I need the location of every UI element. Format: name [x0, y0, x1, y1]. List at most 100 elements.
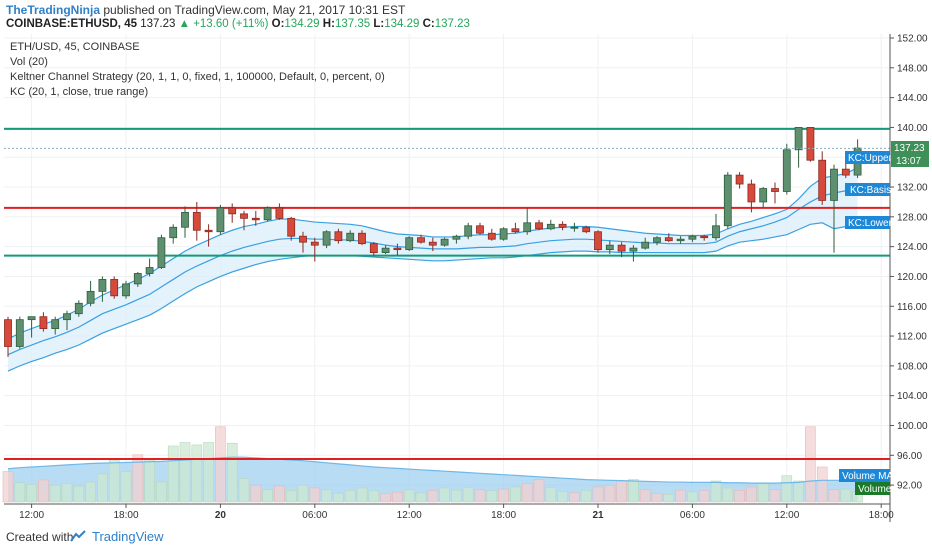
price-tick-label: 140.00 [897, 123, 928, 134]
volume-bar [710, 480, 722, 503]
legend-strategy[interactable]: Keltner Channel Strategy (20, 1, 1, 0, f… [10, 71, 385, 83]
symbol-label: COINBASE:ETHUSD, 45 [6, 18, 137, 30]
kc-upper-label: KC:Upper [848, 153, 893, 164]
price-tick-label: 96.00 [897, 451, 922, 462]
candle-body [27, 316, 36, 321]
volume-bar [321, 489, 332, 503]
volume-bar [203, 442, 214, 503]
candle-body [747, 183, 756, 203]
candle-body [417, 237, 425, 243]
kc-lower-label: KC:Lower [848, 218, 893, 229]
volume-bar [486, 490, 498, 503]
volume-bar [191, 444, 203, 503]
time-tick-label: 06:00 [680, 510, 705, 521]
volume-label: Volume [858, 484, 892, 495]
candle-body [735, 174, 744, 185]
candle-body [346, 232, 355, 242]
volume-bar [533, 479, 545, 503]
volume-bar [73, 485, 85, 503]
candle-body [818, 159, 827, 201]
price-tick-label: 148.00 [897, 63, 928, 74]
volume-bar [415, 492, 427, 503]
volume-bar [85, 481, 96, 503]
candle-body [782, 149, 791, 192]
candle-body [700, 235, 709, 239]
high-value: 137.35 [334, 18, 371, 30]
candle-body [641, 241, 650, 249]
candle-body [275, 207, 284, 219]
price-tick-label: 116.00 [897, 302, 927, 313]
volume-bar [592, 486, 604, 503]
footer-brand[interactable]: TradingView [92, 529, 164, 544]
legend-kc[interactable]: KC (20, 1, close, true range) [10, 86, 148, 98]
volume-bar [545, 486, 557, 503]
publish-info: TheTradingNinja published on TradingView… [6, 3, 405, 17]
candle-body [676, 238, 685, 242]
candle-body [204, 229, 213, 233]
volume-bar [521, 483, 533, 503]
candle-body [582, 226, 591, 233]
volume-bar [262, 489, 273, 503]
candle-body [369, 243, 378, 254]
price-tick-label: 152.00 [897, 34, 928, 45]
volume-bar [49, 484, 61, 503]
footer: Created with TradingView [0, 522, 932, 550]
countdown-value: 13:07 [896, 156, 921, 167]
time-tick-label: 18:00 [491, 510, 516, 521]
kc-lower-tag [845, 216, 890, 229]
candle-body [216, 207, 225, 233]
volume-bar [722, 487, 734, 503]
candle-body [169, 226, 178, 239]
candle-body [310, 241, 319, 246]
volume-bar [816, 466, 828, 503]
candle-body [4, 319, 12, 347]
candle-body [617, 244, 626, 252]
volume-bar [215, 426, 226, 503]
price-axis[interactable]: 92.00 96.00 100.00 104.00 108.00 112.00 116.00… [890, 34, 928, 492]
volume-bar [580, 490, 592, 503]
volume-bar [309, 487, 321, 503]
tradingview-logo-icon [70, 530, 86, 542]
price-chart[interactable]: 92.00 96.00 100.00 104.00 108.00 112.00 116.00… [0, 34, 932, 522]
candle-body [723, 174, 732, 227]
price-tag-value: 137.23 [894, 143, 925, 154]
volume-ma-tag [839, 469, 890, 482]
volume-bar [675, 489, 686, 503]
volume-bar [474, 489, 486, 503]
last-price: 137.23 [140, 18, 176, 30]
candle-body [133, 273, 142, 285]
price-tick-label: 120.00 [897, 272, 928, 283]
candle-body [74, 302, 83, 315]
volume-bar [356, 487, 368, 503]
candle-body [240, 213, 248, 219]
volume-bar [380, 492, 391, 503]
price-change: +13.60 (+11%) [193, 18, 269, 30]
volume-bar [392, 491, 403, 503]
candle-body [381, 247, 390, 254]
author-link[interactable]: TheTradingNinja [6, 3, 101, 17]
price-tick-label: 104.00 [897, 391, 928, 402]
volume-bar [746, 486, 757, 503]
candle-body [476, 225, 484, 234]
volume-bar [344, 490, 356, 503]
candle-body [499, 228, 508, 240]
time-axis[interactable]: 12:00 18:00 20 06:00 12:00 18:00 21 06:00 12:00 1… [19, 504, 894, 521]
legend-symbol[interactable]: ETH/USD, 45, COINBASE [10, 41, 140, 53]
volume-bar [793, 480, 804, 503]
volume-bar [26, 484, 37, 503]
candle-body [570, 226, 579, 229]
volume-bar [805, 426, 816, 503]
time-tick-label: 21 [592, 510, 604, 521]
ohlc-info: COINBASE:ETHUSD, 45 137.23 ▲ +13.60 (+11… [6, 18, 470, 30]
volume-bar [61, 483, 73, 503]
low-value: 134.29 [384, 18, 420, 30]
legend-volume[interactable]: Vol (20) [10, 56, 48, 68]
candlesticks [4, 127, 862, 357]
time-tick-label: 12:00 [397, 510, 422, 521]
volume-bar [604, 484, 616, 503]
open-value: 134.29 [284, 18, 320, 30]
candle-body [405, 237, 414, 251]
price-tick-label: 112.00 [897, 332, 927, 343]
publish-text: published on TradingView.com, May 21, 20… [103, 3, 406, 17]
time-tick-label: 06:00 [302, 510, 327, 521]
